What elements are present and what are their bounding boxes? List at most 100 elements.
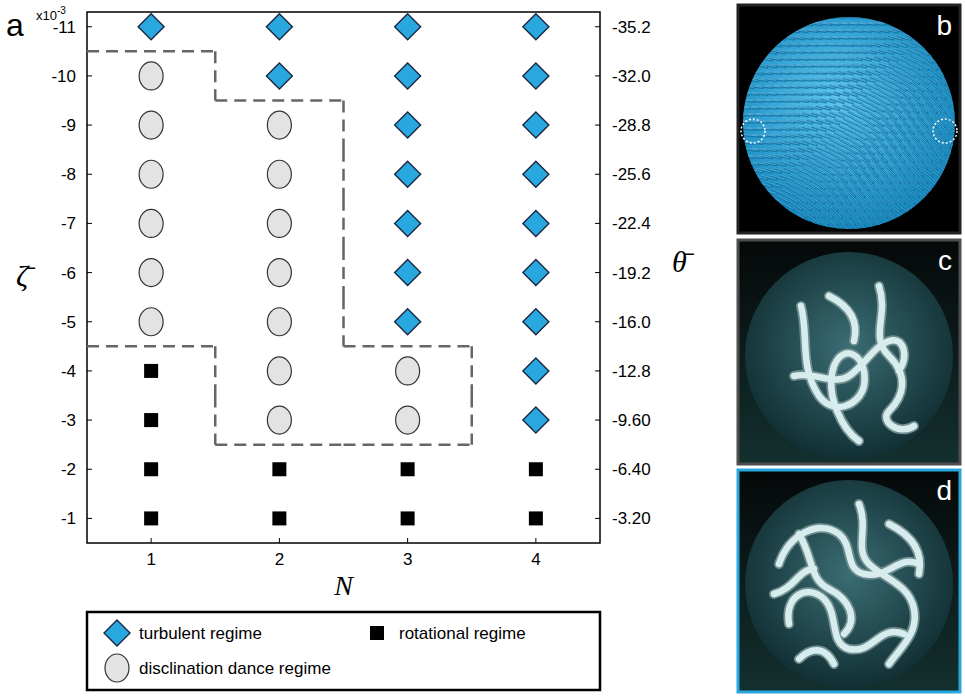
y2-tick: [595, 223, 600, 224]
data-point: [139, 111, 163, 139]
data-point: [395, 260, 421, 286]
data-point: [523, 358, 549, 384]
image-panel: [738, 240, 960, 464]
data-point: [138, 14, 164, 40]
x-tick-label: 1: [146, 550, 155, 569]
data-point: [529, 511, 543, 525]
y-tick: [87, 125, 92, 126]
data-point: [395, 63, 421, 89]
data-point: [272, 511, 286, 525]
data-point: [139, 259, 163, 287]
disclination-line: [829, 296, 855, 341]
figure: ax10-3-1-2-3-4-5-6-7-8-9-10-11-3.20-6.40…: [0, 0, 965, 696]
legend-marker: [370, 626, 384, 640]
data-point: [272, 462, 286, 476]
y-tick-label: -7: [61, 214, 76, 233]
data-point: [401, 511, 415, 525]
y-tick: [87, 26, 92, 27]
x-tick-label: 4: [531, 550, 540, 569]
y2-tick: [595, 321, 600, 322]
y2-tick-label: -25.6: [612, 165, 651, 184]
data-point: [523, 260, 549, 286]
panel-label: d: [936, 475, 952, 506]
data-point: [267, 406, 291, 434]
legend-label: disclination dance regime: [139, 659, 331, 678]
y-tick: [87, 420, 92, 421]
data-point: [267, 111, 291, 139]
data-point: [396, 357, 420, 385]
y-tick: [87, 518, 92, 519]
data-point: [395, 112, 421, 138]
y2-tick-label: -6.40: [612, 460, 651, 479]
x-tick: [535, 538, 536, 543]
y2-tick-label: -16.0: [612, 313, 651, 332]
panel-label: b: [936, 10, 952, 41]
data-point: [401, 462, 415, 476]
image-panel: [738, 470, 960, 692]
disclination-line: [879, 286, 914, 429]
x-tick: [279, 538, 280, 543]
data-point: [523, 309, 549, 335]
data-point: [144, 364, 158, 378]
data-point: [139, 308, 163, 336]
y2-tick: [595, 518, 600, 519]
panel-label: c: [938, 245, 952, 276]
y2-tick: [595, 174, 600, 175]
y-tick-label: -10: [51, 67, 76, 86]
disclinations-c: [794, 286, 914, 441]
data-point: [395, 14, 421, 40]
y-tick-label: -4: [61, 362, 76, 381]
data-point: [139, 62, 163, 90]
y-tick-label: -9: [61, 116, 76, 135]
defect-marker: [741, 119, 765, 143]
disclination-line: [774, 569, 814, 594]
disclination-line: [799, 534, 851, 634]
data-point: [267, 209, 291, 237]
y2-tick-label: -12.8: [612, 362, 651, 381]
data-point: [523, 63, 549, 89]
data-point: [523, 112, 549, 138]
y-tick-label: -8: [61, 165, 76, 184]
y-tick: [87, 272, 92, 273]
y2-axis-title: θ̄: [672, 245, 695, 278]
y-tick-label: -5: [61, 313, 76, 332]
disclination-line: [794, 340, 904, 379]
data-point: [529, 462, 543, 476]
data-point: [267, 308, 291, 336]
disclination-line: [799, 650, 834, 664]
data-point: [139, 160, 163, 188]
plot-area: [87, 14, 549, 526]
data-point: [144, 413, 158, 427]
data-point: [267, 160, 291, 188]
y-tick-label: -1: [61, 509, 76, 528]
x-tick-label: 3: [403, 550, 412, 569]
data-point: [395, 309, 421, 335]
y2-tick: [595, 469, 600, 470]
data-point: [139, 209, 163, 237]
y-tick: [87, 75, 92, 76]
data-point: [395, 210, 421, 236]
legend-label: rotational regime: [399, 624, 526, 643]
legend-marker: [105, 654, 129, 682]
data-point: [144, 462, 158, 476]
y2-tick-label: -19.2: [612, 264, 651, 283]
y2-tick: [595, 272, 600, 273]
disclination-line: [799, 650, 834, 664]
panel-label: a: [6, 7, 24, 43]
y-tick-label: -6: [61, 264, 76, 283]
data-point: [523, 161, 549, 187]
data-point: [396, 406, 420, 434]
y2-tick: [595, 75, 600, 76]
plot-frame: [87, 12, 600, 543]
y-tick: [87, 469, 92, 470]
legend-marker: [104, 620, 130, 646]
y-axis-title: ζ̄: [16, 259, 36, 292]
data-point: [144, 511, 158, 525]
data-point: [395, 161, 421, 187]
disclination-line: [889, 524, 920, 574]
x-tick: [151, 538, 152, 543]
data-point: [266, 63, 292, 89]
x-axis-title: N: [333, 570, 354, 601]
y-tick: [87, 370, 92, 371]
disclination-line: [794, 340, 904, 379]
